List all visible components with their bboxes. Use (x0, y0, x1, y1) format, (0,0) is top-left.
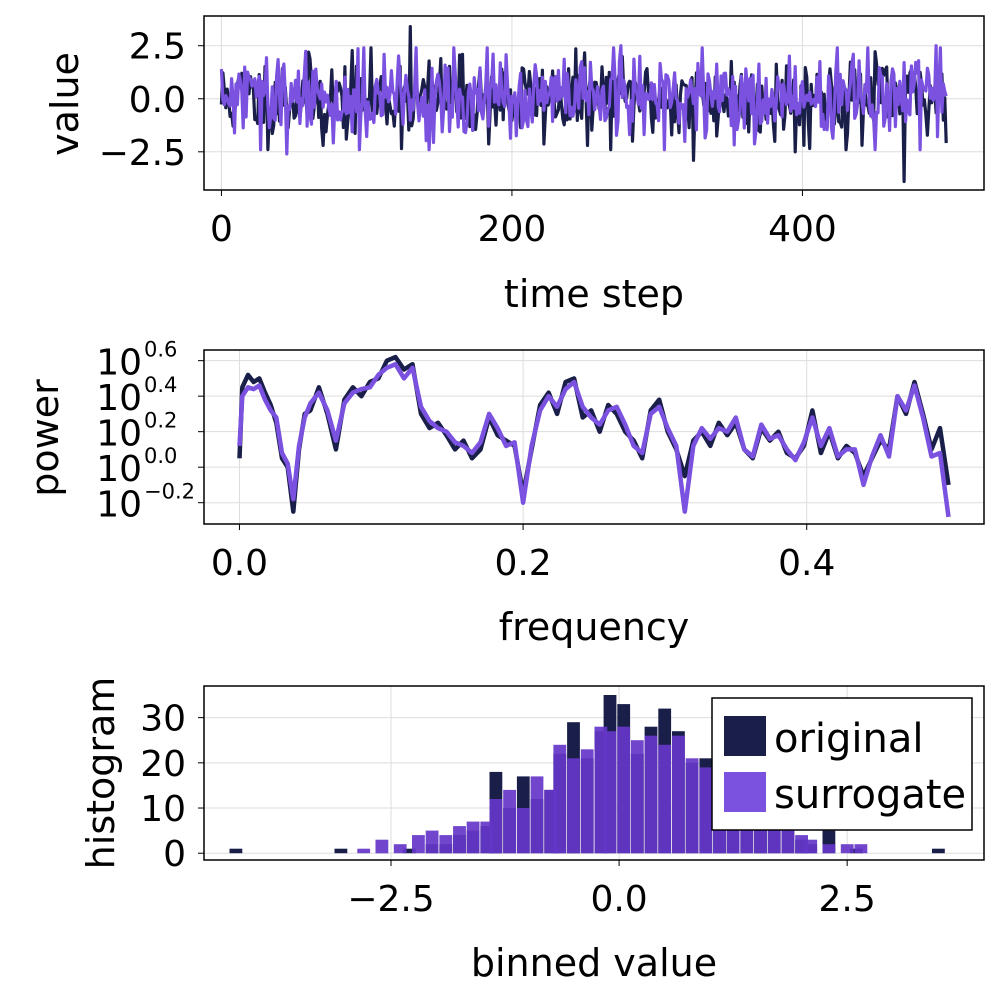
histogram-bar-surrogate (781, 826, 795, 854)
histogram-bar-surrogate (567, 758, 580, 854)
ytick-label-base: 10 (96, 449, 142, 490)
histogram-bar-surrogate (630, 740, 644, 854)
histogram-bar-surrogate (425, 830, 439, 854)
histogram-bar-surrogate (617, 726, 631, 854)
histogram-bar-surrogate (699, 767, 713, 854)
ytick-label-exponent: 0.0 (144, 444, 177, 468)
histogram-bar-surrogate (466, 821, 480, 854)
histogram-bar-surrogate (516, 808, 530, 854)
spectrum-grid (204, 350, 984, 524)
xtick-label: 0.4 (778, 543, 835, 584)
histogram-bar-surrogate (603, 731, 617, 854)
histogram-xlabel: binned value (471, 941, 717, 985)
spectrum-surrogate-line (237, 361, 951, 518)
timeseries-ticks: 0 200 400 2.5 0.0 −2.5 (99, 27, 837, 250)
timeseries-frame (203, 15, 985, 191)
histogram-bar-original (402, 848, 416, 854)
spectrum-ticks: 0.0 0.2 0.410 0.610 0.410 0.210 0.010 −0.2 (96, 338, 835, 584)
histogram-bar-surrogate (658, 744, 672, 854)
ytick-label-exponent: 0.4 (144, 373, 177, 397)
histogram-bar-surrogate (822, 844, 836, 854)
spectrum-frame (203, 349, 985, 525)
xtick-label: 0.2 (494, 543, 551, 584)
histogram-bar-surrogate (804, 839, 818, 854)
legend-label-original: original (774, 716, 924, 762)
histogram-bar-original (932, 848, 945, 854)
timeseries-xlabel: time step (504, 272, 684, 316)
spectrum-surrogate-path (237, 361, 951, 518)
ytick-label: 20 (140, 744, 186, 785)
xtick-label: −2.5 (347, 879, 434, 920)
ytick-label: 0.0 (129, 80, 186, 121)
histogram-bar-surrogate (412, 835, 425, 854)
ytick-label-base: 10 (96, 343, 142, 384)
legend-swatch-surrogate (724, 772, 766, 812)
histogram-bar-original (229, 848, 243, 854)
spectrum-panel: 0.0 0.2 0.410 0.610 0.410 0.210 0.010 −0.2 freq… (23, 338, 985, 649)
ytick-label-exponent: 0.6 (144, 338, 177, 362)
legend-swatch-original (724, 716, 766, 756)
histogram-bar-surrogate (644, 735, 658, 854)
spectrum-xlabel: frequency (499, 605, 690, 649)
histogram-bar-surrogate (672, 735, 685, 854)
ytick-label: 10 (140, 789, 186, 830)
histogram-bar-surrogate (854, 844, 868, 854)
ytick-label-exponent: −0.2 (144, 480, 195, 504)
ytick-label-base: 10 (96, 485, 142, 526)
ytick-label: −2.5 (99, 133, 186, 174)
histogram-bar-surrogate (503, 789, 516, 854)
timeseries-panel: 0 200 400 2.5 0.0 −2.5 time step value (43, 15, 985, 316)
ytick-label-base: 10 (96, 378, 142, 419)
xtick-label: 0.0 (211, 543, 268, 584)
histogram-bar-surrogate (439, 835, 453, 854)
timeseries-surrogate-line (219, 44, 948, 156)
histogram-bar-surrogate (530, 776, 544, 854)
histogram-legend: original surrogate (711, 697, 973, 831)
timeseries-ylabel: value (43, 52, 87, 156)
histogram-bar-surrogate (357, 848, 371, 854)
xtick-label: 0.0 (590, 879, 647, 920)
histogram-bar-surrogate (685, 758, 699, 854)
xtick-label: 0 (210, 209, 233, 250)
xtick-label: 200 (478, 209, 547, 250)
histogram-bar-surrogate (375, 839, 389, 854)
histogram-frame (203, 685, 985, 861)
histogram-bar-surrogate (553, 744, 567, 854)
histogram-bar-surrogate (840, 844, 854, 854)
ytick-label: 2.5 (129, 27, 186, 68)
spectrum-original-line (237, 354, 951, 514)
xtick-label: 2.5 (819, 879, 876, 920)
ytick-label-base: 10 (96, 414, 142, 455)
histogram-bar-surrogate (489, 799, 503, 854)
ytick-label: 0 (163, 834, 186, 875)
ytick-label-exponent: 0.2 (144, 409, 177, 433)
histogram-ylabel: histogram (79, 677, 123, 870)
spectrum-original-path (237, 354, 951, 514)
histogram-bar-original (334, 848, 348, 854)
histogram-bar-surrogate (580, 749, 594, 854)
ytick-label: 30 (140, 699, 186, 740)
timeseries-surrogate-path (219, 44, 948, 156)
spectrum-ylabel: power (23, 379, 67, 497)
xtick-label: 400 (768, 209, 837, 250)
legend-label-surrogate: surrogate (774, 772, 966, 818)
histogram-bar-surrogate (453, 826, 466, 854)
histogram-bar-surrogate (393, 844, 407, 854)
